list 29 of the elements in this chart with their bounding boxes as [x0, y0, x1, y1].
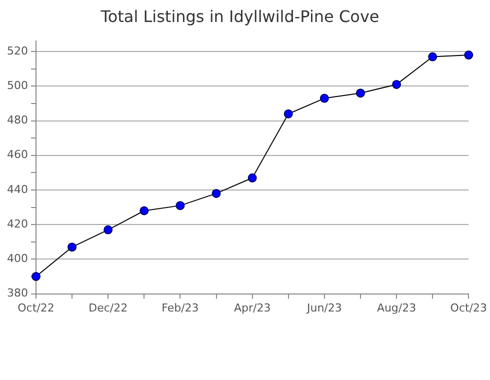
point — [248, 173, 257, 182]
x-tick-label: Apr/23 — [234, 301, 271, 314]
point — [356, 88, 365, 98]
y-tick-label: 500 — [6, 79, 28, 92]
point — [68, 242, 77, 252]
point — [320, 94, 329, 103]
x-tick-label: Dec/22 — [88, 301, 128, 314]
point — [464, 50, 474, 60]
point — [392, 80, 402, 89]
point — [284, 109, 293, 118]
y-tick-label: 480 — [6, 114, 28, 127]
chart-title: Total Listings in Idyllwild-Pine Cove — [100, 6, 380, 26]
y-tick-label: 420 — [6, 217, 28, 230]
point — [31, 272, 40, 281]
x-tick-label: Oct/23 — [450, 301, 488, 314]
point — [212, 188, 221, 198]
x-tick-label: Aug/23 — [376, 301, 416, 314]
point — [428, 52, 438, 62]
point — [140, 206, 149, 216]
x-tick-label: Jun/23 — [306, 301, 342, 314]
y-tick-label: 440 — [6, 182, 28, 196]
y-tick-label: 400 — [6, 252, 28, 266]
x-tick-label: Feb/23 — [162, 301, 199, 314]
x-tick-label: Oct/22 — [18, 301, 54, 314]
y-tick-label: 460 — [6, 148, 28, 162]
point — [176, 201, 185, 210]
y-tick-label: 380 — [6, 286, 28, 300]
y-tick-label: 520 — [6, 44, 28, 58]
point — [104, 225, 113, 234]
